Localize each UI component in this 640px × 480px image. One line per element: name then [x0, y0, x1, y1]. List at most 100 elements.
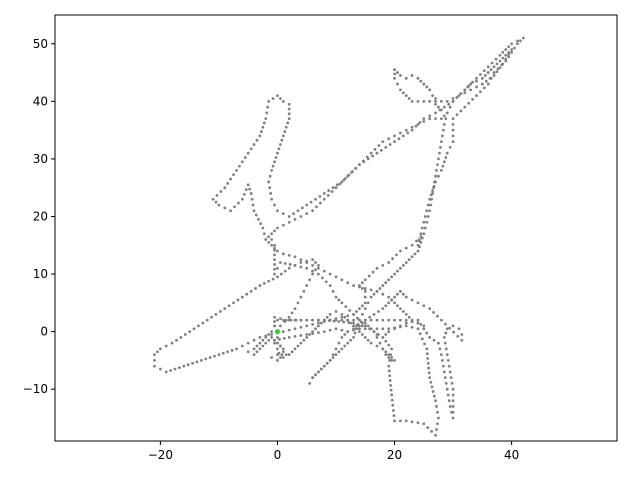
data-point: [255, 138, 259, 142]
data-point: [393, 76, 396, 80]
data-point: [435, 405, 438, 408]
data-point: [242, 193, 246, 196]
data-point: [276, 335, 279, 339]
data-point: [229, 177, 233, 181]
data-point: [404, 94, 408, 97]
data-point: [428, 99, 432, 103]
data-point: [314, 373, 317, 377]
y-tick-label: 10: [33, 267, 48, 281]
data-point: [396, 304, 399, 308]
data-point: [363, 289, 367, 293]
data-point: [319, 321, 323, 325]
data-point: [393, 140, 396, 144]
data-point: [352, 312, 355, 316]
data-point: [363, 327, 367, 331]
data-point: [276, 151, 279, 155]
data-point: [299, 258, 303, 262]
data-point: [432, 186, 435, 190]
data-point: [393, 134, 396, 138]
data-point: [430, 197, 434, 201]
data-point: [205, 318, 209, 322]
data-point: [401, 292, 405, 296]
data-point: [346, 318, 350, 322]
data-point: [293, 327, 297, 331]
data-point: [416, 249, 420, 253]
data-point: [419, 240, 423, 244]
data-point: [183, 333, 187, 336]
data-point: [223, 206, 227, 210]
data-point: [276, 275, 279, 279]
data-point: [469, 88, 473, 92]
y-tick-label: 50: [33, 37, 48, 51]
data-point: [428, 307, 432, 310]
data-point: [153, 359, 156, 362]
data-point: [223, 186, 227, 190]
data-point: [459, 109, 463, 113]
data-point: [416, 122, 420, 126]
data-point: [311, 332, 314, 335]
data-point: [426, 215, 430, 218]
data-point: [459, 92, 463, 96]
data-point: [330, 190, 334, 193]
data-point: [407, 315, 411, 319]
data-point: [192, 327, 196, 331]
data-point: [314, 261, 317, 264]
data-point: [258, 335, 262, 339]
data-point: [334, 347, 338, 351]
data-point: [389, 353, 393, 357]
data-point: [495, 62, 499, 66]
data-point: [281, 330, 285, 334]
data-point: [480, 76, 484, 80]
data-point: [387, 261, 391, 264]
data-point: [431, 192, 434, 195]
data-point: [390, 393, 394, 397]
data-point: [404, 76, 408, 80]
data-point: [197, 324, 200, 328]
data-point: [399, 88, 402, 92]
data-point: [450, 382, 454, 385]
data-point: [435, 428, 438, 431]
data-point: [293, 318, 297, 322]
data-point: [413, 252, 417, 256]
data-point: [451, 128, 455, 132]
data-point: [369, 295, 373, 299]
data-point: [237, 201, 240, 205]
data-point: [352, 318, 355, 322]
data-point: [375, 333, 379, 336]
data-point: [384, 350, 388, 354]
data-point: [300, 206, 304, 210]
data-point: [457, 327, 461, 331]
data-point: [451, 99, 455, 103]
data-point: [317, 370, 320, 374]
data-point: [439, 318, 443, 322]
data-point: [311, 376, 314, 380]
data-point: [281, 318, 285, 322]
data-point: [371, 154, 374, 158]
data-point: [388, 374, 392, 378]
data-point: [451, 410, 455, 414]
data-point: [270, 243, 273, 247]
data-point: [373, 147, 377, 151]
data-point: [258, 284, 262, 287]
data-point: [387, 327, 391, 331]
data-point: [438, 347, 442, 351]
data-point: [416, 301, 420, 305]
data-point: [363, 335, 367, 339]
data-point: [276, 226, 279, 230]
data-point: [425, 352, 429, 356]
data-point: [360, 312, 364, 316]
data-point: [393, 419, 396, 423]
data-point: [287, 215, 291, 218]
data-point: [479, 90, 482, 94]
data-point: [317, 324, 320, 328]
data-point: [240, 295, 244, 299]
data-point: [324, 280, 328, 284]
data-point: [337, 298, 341, 302]
data-point: [305, 318, 309, 322]
data-point: [355, 327, 358, 331]
data-point: [173, 367, 177, 371]
data-point: [250, 197, 254, 201]
data-point: [451, 134, 455, 138]
data-point: [356, 316, 359, 320]
data-point: [340, 318, 344, 322]
